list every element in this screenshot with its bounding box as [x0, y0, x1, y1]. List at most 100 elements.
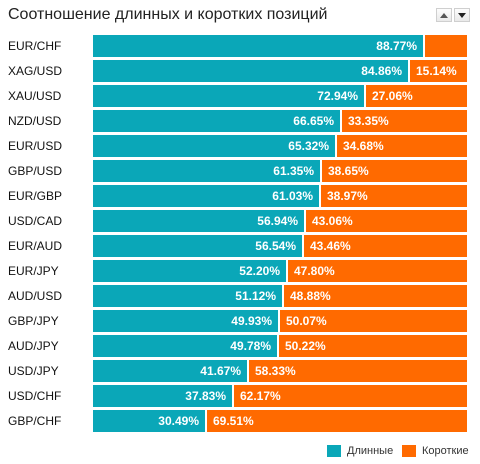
long-bar	[93, 185, 319, 207]
legend-item-short: Короткие	[402, 444, 469, 458]
chart-title: Соотношение длинных и коротких позиций	[8, 6, 328, 23]
long-value-label: 41.67%	[200, 364, 241, 378]
short-value-label: 69.51%	[213, 414, 254, 428]
short-value-label: 47.80%	[294, 264, 335, 278]
short-bar	[337, 135, 467, 157]
category-label: USD/JPY	[8, 364, 59, 378]
long-bar	[93, 260, 286, 282]
short-bar	[410, 60, 467, 82]
legend-label-short: Короткие	[422, 445, 469, 457]
category-label: USD/CHF	[8, 389, 62, 403]
long-bar	[93, 310, 278, 332]
short-bar	[284, 285, 467, 307]
short-bar	[279, 335, 467, 357]
long-bar	[93, 210, 304, 232]
category-label: AUD/JPY	[8, 339, 59, 353]
category-label: EUR/GBP	[8, 189, 63, 203]
long-value-label: 66.65%	[293, 114, 334, 128]
short-value-label: 43.06%	[312, 214, 353, 228]
long-value-label: 51.12%	[235, 289, 276, 303]
long-bar	[93, 285, 282, 307]
long-value-label: 52.20%	[239, 264, 280, 278]
short-value-label: 62.17%	[240, 389, 281, 403]
category-label: AUD/USD	[8, 289, 63, 303]
legend-item-long: Длинные	[327, 444, 393, 458]
bar-row: AUD/JPY 49.78% 50.22%	[0, 335, 480, 357]
arrow-up-icon	[440, 12, 448, 18]
short-value-label: 27.06%	[372, 89, 413, 103]
long-value-label: 84.86%	[361, 64, 402, 78]
bar-row: EUR/USD 65.32% 34.68%	[0, 135, 480, 157]
long-bar	[93, 60, 408, 82]
bar-row: EUR/AUD 56.54% 43.46%	[0, 235, 480, 257]
long-value-label: 56.54%	[255, 239, 296, 253]
long-value-label: 56.94%	[257, 214, 298, 228]
long-value-label: 49.78%	[230, 339, 271, 353]
short-value-label: 48.88%	[290, 289, 331, 303]
category-label: NZD/USD	[8, 114, 62, 128]
short-value-label: 50.22%	[285, 339, 326, 353]
bar-row: NZD/USD 66.65% 33.35%	[0, 110, 480, 132]
bar-row: GBP/CHF 30.49% 69.51%	[0, 410, 480, 432]
long-bar	[93, 160, 320, 182]
category-label: GBP/JPY	[8, 314, 59, 328]
arrow-down-icon	[458, 12, 466, 18]
short-bar	[234, 385, 467, 407]
short-value-label: 58.33%	[255, 364, 296, 378]
short-bar	[249, 360, 467, 382]
long-bar	[93, 85, 364, 107]
long-bar	[93, 410, 205, 432]
long-value-label: 61.35%	[273, 164, 314, 178]
category-label: EUR/AUD	[8, 239, 63, 253]
legend-label-long: Длинные	[347, 445, 394, 457]
bar-row: AUD/USD 51.12% 48.88%	[0, 285, 480, 307]
short-bar	[425, 35, 467, 57]
short-value-label: 34.68%	[343, 139, 384, 153]
category-label: XAU/USD	[8, 89, 62, 103]
long-value-label: 72.94%	[317, 89, 358, 103]
bar-row: XAG/USD 84.86% 15.14%	[0, 60, 480, 82]
bar-row: USD/CAD 56.94% 43.06%	[0, 210, 480, 232]
bar-row: EUR/JPY 52.20% 47.80%	[0, 260, 480, 282]
category-label: EUR/JPY	[8, 264, 59, 278]
bar-row: GBP/USD 61.35% 38.65%	[0, 160, 480, 182]
legend-swatch-short	[402, 445, 416, 457]
scroll-up-button[interactable]	[436, 8, 452, 22]
category-label: GBP/CHF	[8, 414, 62, 428]
short-bar	[207, 410, 467, 432]
short-bar	[306, 210, 467, 232]
category-label: GBP/USD	[8, 164, 63, 178]
legend-swatch-long	[327, 445, 341, 457]
long-value-label: 37.83%	[185, 389, 226, 403]
long-value-label: 61.03%	[272, 189, 313, 203]
short-bar	[280, 310, 467, 332]
long-bar	[93, 235, 302, 257]
category-label: EUR/CHF	[8, 39, 62, 53]
short-value-label: 33.35%	[348, 114, 389, 128]
long-bar	[93, 360, 247, 382]
short-bar	[366, 85, 467, 107]
short-bar	[342, 110, 467, 132]
short-value-label: 43.46%	[310, 239, 351, 253]
bar-row: USD/CHF 37.83% 62.17%	[0, 385, 480, 407]
short-bar	[304, 235, 467, 257]
long-bar	[93, 385, 232, 407]
short-value-label: 15.14%	[416, 64, 457, 78]
long-bar	[93, 35, 423, 57]
long-bar	[93, 135, 335, 157]
category-label: XAG/USD	[8, 64, 63, 78]
category-label: USD/CAD	[8, 214, 63, 228]
short-value-label: 50.07%	[286, 314, 327, 328]
long-value-label: 65.32%	[288, 139, 329, 153]
long-bar	[93, 335, 277, 357]
short-value-label: 38.65%	[328, 164, 369, 178]
long-value-label: 30.49%	[158, 414, 199, 428]
short-bar	[322, 160, 467, 182]
bar-row: GBP/JPY 49.93% 50.07%	[0, 310, 480, 332]
bar-row: XAU/USD 72.94% 27.06%	[0, 85, 480, 107]
bar-row: USD/JPY 41.67% 58.33%	[0, 360, 480, 382]
short-bar	[321, 185, 467, 207]
short-bar	[288, 260, 467, 282]
short-value-label: 38.97%	[327, 189, 368, 203]
scroll-down-button[interactable]	[454, 8, 470, 22]
